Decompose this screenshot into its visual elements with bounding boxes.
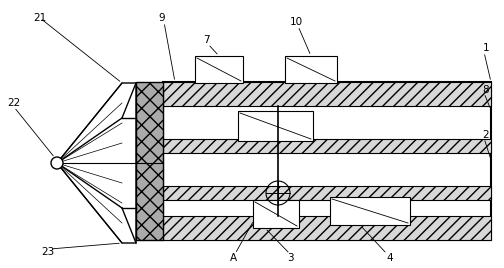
- Text: 21: 21: [33, 13, 47, 23]
- Bar: [163, 139, 491, 153]
- Text: 10: 10: [289, 17, 302, 27]
- Bar: [163, 186, 491, 200]
- Circle shape: [51, 157, 63, 169]
- Text: 23: 23: [41, 247, 54, 257]
- Text: 1: 1: [483, 43, 489, 53]
- Text: A: A: [229, 253, 236, 263]
- Bar: [195, 56, 243, 83]
- Text: 9: 9: [159, 13, 165, 23]
- Text: 8: 8: [483, 85, 489, 95]
- Bar: [163, 82, 491, 106]
- Bar: [163, 216, 491, 240]
- Text: 7: 7: [203, 35, 209, 45]
- Text: 3: 3: [287, 253, 293, 263]
- Text: 4: 4: [387, 253, 393, 263]
- Bar: [285, 56, 337, 83]
- Text: 2: 2: [483, 130, 489, 140]
- Text: 22: 22: [8, 98, 21, 108]
- Bar: [253, 200, 299, 228]
- Bar: [238, 111, 313, 141]
- Bar: [330, 197, 410, 225]
- Bar: [136, 82, 163, 240]
- Bar: [163, 82, 491, 240]
